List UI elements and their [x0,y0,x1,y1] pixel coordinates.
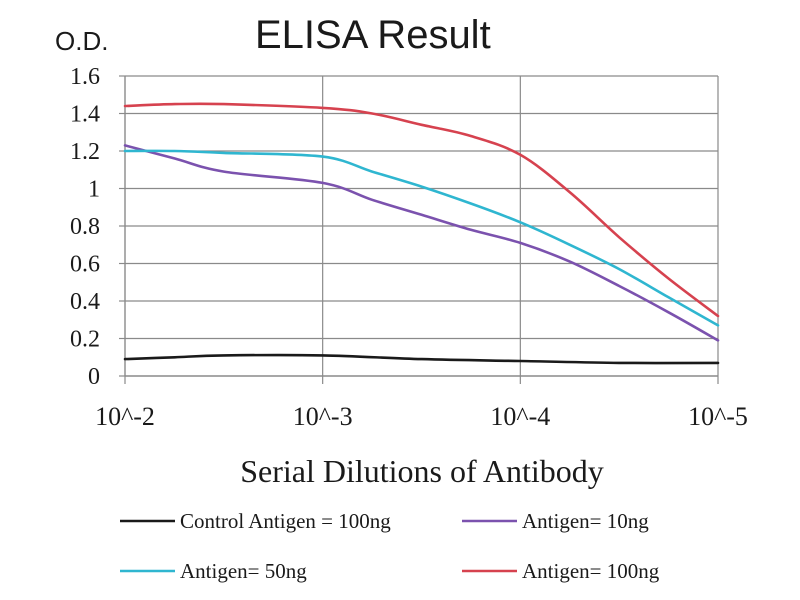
y-tick-label: 0 [88,364,100,390]
y-tick-label: 1.2 [70,139,100,165]
y-tick-label: 0.8 [70,214,100,240]
chart-title: ELISA Result [255,13,491,57]
legend-label-0: Control Antigen = 100ng [180,509,391,533]
x-tick-labels: 10^-2 10^-3 10^-4 10^-5 [95,402,748,431]
y-tick-labels: 0 0.2 0.4 0.6 0.8 1 1.2 1.4 1.6 [70,64,100,390]
legend-label-1: Antigen= 10ng [522,509,649,533]
series-line-0 [123,353,720,365]
x-axis-label: Serial Dilutions of Antibody [240,453,604,489]
gridlines [125,75,719,376]
legend-label-2: Antigen= 50ng [180,559,307,583]
y-tick-label: 0.6 [70,252,100,278]
x-tick-label: 10^-2 [95,402,155,431]
y-tick-label: 1 [88,177,100,203]
axes [119,75,719,384]
series-line-3 [123,102,720,318]
y-axis-label: O.D. [55,26,108,56]
x-tick-label: 10^-4 [490,402,550,431]
series-line-2 [123,149,720,327]
y-tick-label: 1.4 [70,102,100,128]
x-tick-label: 10^-5 [688,402,748,431]
y-tick-label: 1.6 [70,64,100,90]
series-lines [123,102,720,365]
legend-label-3: Antigen= 100ng [522,559,660,583]
y-tick-label: 0.2 [70,327,100,353]
y-tick-label: 0.4 [70,289,100,315]
x-tick-label: 10^-3 [293,402,353,431]
legend: Control Antigen = 100ng Antigen= 10ng Anti… [120,509,660,583]
series-line-1 [123,144,720,342]
